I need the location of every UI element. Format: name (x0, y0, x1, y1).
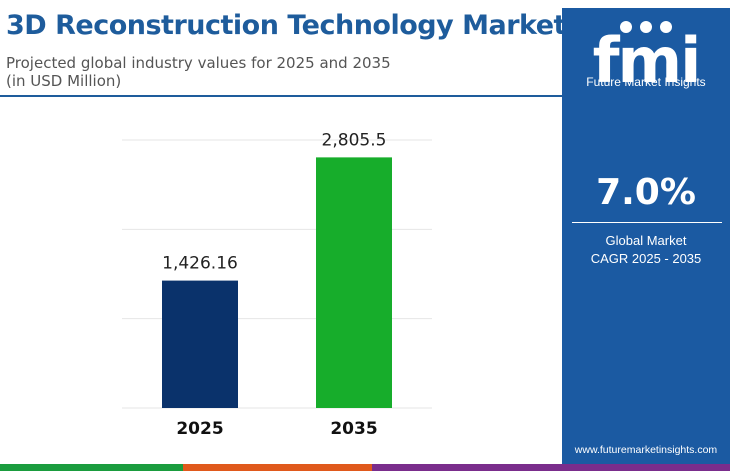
fmi-logo: fmi (593, 21, 701, 90)
bottom-color-bar (0, 464, 730, 471)
value-label-2025: 1,426.16 (162, 254, 238, 274)
cagr-label: Global Market CAGR 2025 - 2035 (562, 232, 730, 268)
chart-title: 3D Reconstruction Technology Market (6, 10, 566, 41)
x-tick-label-2035: 2035 (330, 419, 377, 439)
bar-2025 (162, 280, 238, 408)
chart-subtitle: Projected global industry values for 202… (6, 54, 391, 90)
logo-name: Future Market Insights (586, 75, 706, 89)
logo-letters: fmi (593, 24, 700, 90)
website-link[interactable]: www.futuremarketinsights.com (574, 444, 718, 456)
subtitle-line-2: (in USD Million) (6, 72, 122, 90)
cagr-divider (572, 222, 722, 223)
x-tick-label-2025: 2025 (176, 419, 223, 439)
cagr-value: 7.0% (596, 172, 696, 213)
bottom-bar-green-segment (0, 464, 183, 471)
sidebar-panel: fmi Future Market Insights 7.0% Global M… (562, 8, 730, 464)
bottom-bar-purple-segment (372, 464, 730, 471)
subtitle-line-1: Projected global industry values for 202… (6, 54, 391, 72)
bar-chart: 1,426.16 2025 2,805.5 2035 (122, 130, 432, 439)
bottom-bar-orange-segment (183, 464, 372, 471)
value-label-2035: 2,805.5 (322, 130, 387, 150)
bar-2035 (316, 157, 392, 408)
cagr-label-line-1: Global Market (605, 233, 687, 248)
cagr-label-line-2: CAGR 2025 - 2035 (590, 251, 702, 266)
title-divider (0, 95, 562, 97)
